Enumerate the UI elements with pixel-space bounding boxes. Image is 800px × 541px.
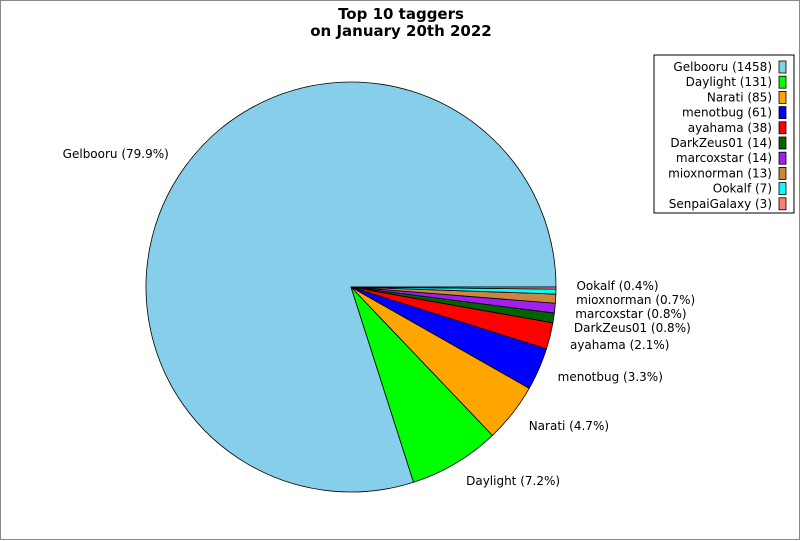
legend-label-mioxnorman: mioxnorman (13)	[668, 166, 772, 180]
legend-label-menotbug: menotbug (61)	[682, 106, 772, 120]
legend: Gelbooru (1458)Daylight (131)Narati (85)…	[653, 54, 795, 214]
legend-label-SenpaiGalaxy: SenpaiGalaxy (3)	[669, 197, 772, 211]
pie-slice-SenpaiGalaxy	[350, 286, 557, 290]
legend-swatch-ayahama	[778, 121, 787, 135]
chart-title-line-2: on January 20th 2022	[310, 22, 491, 40]
legend-label-ayahama: ayahama (38)	[688, 121, 772, 135]
legend-swatch-SenpaiGalaxy	[778, 197, 787, 211]
legend-swatch-Narati	[778, 91, 787, 104]
legend-label-Daylight: Daylight (131)	[686, 75, 772, 89]
slice-label-mioxnorman: mioxnorman (0.7%)	[576, 293, 695, 307]
slice-label-Gelbooru: Gelbooru (79.9%)	[63, 147, 169, 161]
slice-label-menotbug: menotbug (3.3%)	[558, 370, 663, 384]
legend-swatch-mioxnorman	[778, 166, 787, 180]
legend-swatch-marcoxstar	[778, 151, 787, 165]
legend-label-marcoxstar: marcoxstar (14)	[676, 151, 772, 165]
legend-box	[653, 54, 795, 214]
legend-label-DarkZeus01: DarkZeus01 (14)	[670, 136, 772, 150]
legend-swatch-DarkZeus01	[778, 136, 787, 150]
slice-label-DarkZeus01: DarkZeus01 (0.8%)	[574, 321, 691, 335]
legend-swatch-Daylight	[778, 75, 787, 89]
slice-label-marcoxstar: marcoxstar (0.8%)	[575, 307, 686, 321]
legend-label-Ookalf: Ookalf (7)	[713, 182, 772, 196]
legend-swatch-Gelbooru	[778, 60, 787, 74]
legend-label-Narati: Narati (85)	[707, 90, 772, 104]
slice-label-Narati: Narati (4.7%)	[529, 419, 609, 433]
legend-swatch-Ookalf	[778, 182, 787, 196]
slice-label-ayahama: ayahama (2.1%)	[570, 338, 669, 352]
slice-label-Ookalf: Ookalf (0.4%)	[576, 279, 658, 293]
slice-label-Daylight: Daylight (7.2%)	[466, 474, 560, 488]
legend-swatch-menotbug	[778, 106, 787, 119]
chart-title-line-1: Top 10 taggers	[338, 5, 464, 23]
legend-label-Gelbooru: Gelbooru (1458)	[673, 60, 772, 74]
